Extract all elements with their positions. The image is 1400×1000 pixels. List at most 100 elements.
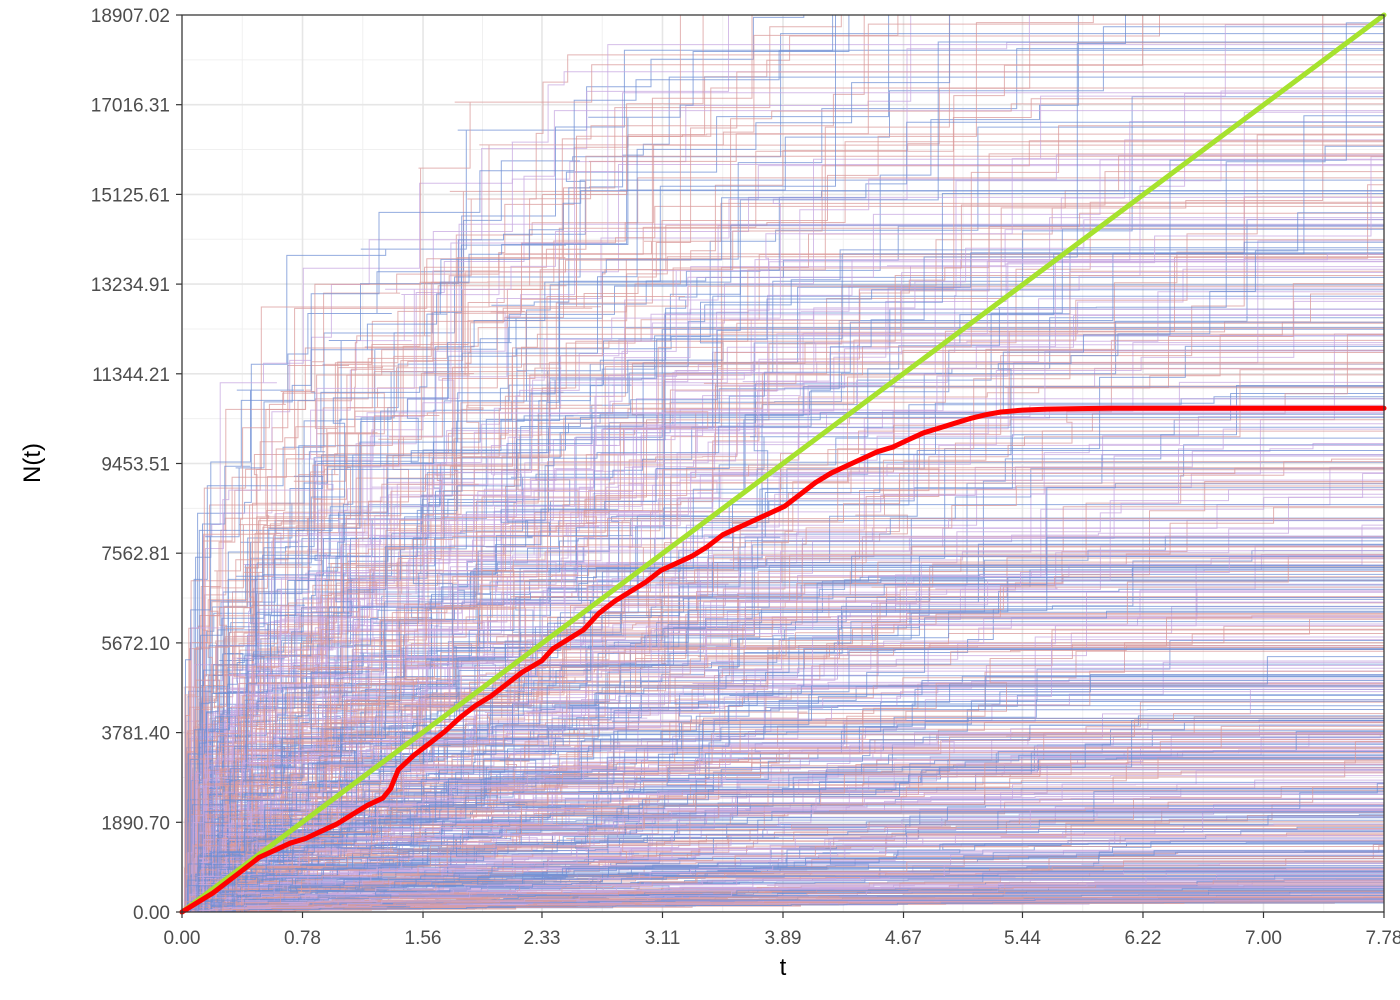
- background-path: [182, 901, 1384, 913]
- y-tick-label: 11344.21: [92, 365, 170, 386]
- background-path: [182, 898, 1384, 913]
- background-path: [182, 121, 1384, 913]
- background-path: [182, 252, 1384, 913]
- background-path: [182, 179, 1384, 913]
- background-path: [182, 412, 1384, 913]
- background-path: [182, 190, 1384, 913]
- y-tick-label: 1890.70: [101, 813, 170, 834]
- background-path: [182, 41, 1384, 913]
- y-tick-label: 5672.10: [101, 634, 170, 655]
- background-path: [182, 193, 1384, 913]
- background-path: [182, 886, 1384, 913]
- background-path: [182, 14, 1384, 913]
- y-tick-label: 13234.91: [91, 275, 170, 296]
- background-path: [182, 685, 1384, 913]
- background-path: [182, 14, 1384, 913]
- background-path: [182, 884, 1384, 913]
- background-path: [182, 259, 1384, 913]
- background-path: [182, 591, 1384, 913]
- background-path: [182, 308, 1384, 913]
- background-path: [182, 782, 1384, 913]
- background-path: [182, 805, 1384, 913]
- background-path: [182, 797, 1384, 913]
- background-path: [182, 33, 1384, 913]
- background-path: [182, 601, 1384, 913]
- background-path: [182, 333, 1384, 913]
- background-path: [182, 14, 1384, 913]
- x-axis: 0.00 0.78 1.56 2.33 3.11 3.89 4.67 5.44 6.22 7.00…: [164, 912, 1400, 949]
- background-path: [182, 648, 1384, 913]
- background-path: [182, 386, 1384, 913]
- background-path: [182, 14, 1384, 913]
- background-path: [182, 24, 1384, 913]
- y-tick-label: 3781.40: [101, 724, 170, 745]
- background-path: [182, 14, 1384, 913]
- background-path: [182, 556, 1384, 913]
- x-tick-label: 5.44: [1004, 928, 1041, 949]
- background-path: [182, 14, 1384, 913]
- background-path: [182, 260, 1384, 913]
- y-axis: 0.00 1890.70 3781.40 5672.10 7562.81 9453.51 1…: [91, 6, 182, 924]
- background-path: [182, 14, 1384, 913]
- background-path: [182, 831, 1384, 913]
- background-path: [182, 256, 1384, 913]
- x-tick-label: 6.22: [1124, 928, 1161, 949]
- background-path: [182, 861, 1384, 913]
- background-path: [182, 317, 1384, 913]
- y-tick-label: 9453.51: [101, 455, 170, 476]
- background-path: [182, 158, 1384, 913]
- background-path: [182, 64, 1384, 913]
- x-tick-label: 7.78: [1366, 928, 1400, 949]
- background-path: [182, 751, 1384, 913]
- background-path: [182, 154, 1384, 913]
- background-path: [182, 786, 1384, 913]
- y-tick-label: 15125.61: [91, 185, 170, 206]
- background-path: [182, 212, 1384, 913]
- series-line: [179, 12, 1387, 915]
- background-path: [182, 416, 1384, 913]
- background-path: [182, 90, 1384, 913]
- y-tick-label: 18907.02: [91, 6, 170, 27]
- background-path: [182, 308, 1384, 913]
- background-path: [182, 842, 1384, 913]
- background-path: [182, 196, 1384, 913]
- background-path: [182, 225, 1384, 913]
- background-path: [182, 725, 1384, 913]
- background-path: [182, 14, 1384, 913]
- background-path: [182, 567, 1384, 913]
- x-axis-title: t: [780, 954, 787, 981]
- background-path: [182, 87, 1384, 913]
- background-path: [182, 253, 1384, 913]
- background-path: [182, 467, 1384, 913]
- background-path: [182, 681, 1384, 913]
- background-path: [182, 805, 1384, 913]
- background-path: [182, 618, 1384, 913]
- background-path: [182, 576, 1384, 913]
- background-path: [182, 224, 1384, 913]
- background-path: [182, 26, 1384, 913]
- background-path: [182, 423, 1384, 913]
- x-tick-label: 1.56: [405, 928, 442, 949]
- x-tick-label: 2.33: [523, 928, 560, 949]
- x-tick-label: 4.67: [885, 928, 922, 949]
- x-tick-label: 3.89: [765, 928, 802, 949]
- background-path: [182, 741, 1384, 913]
- background-path: [182, 715, 1384, 913]
- background-path: [182, 724, 1384, 913]
- background-path: [182, 349, 1384, 913]
- background-path: [182, 540, 1384, 913]
- background-path: [182, 14, 1384, 913]
- background-path: [182, 14, 1384, 913]
- y-axis-title: N(t): [19, 443, 46, 483]
- background-path: [182, 228, 1384, 913]
- background-path: [182, 722, 1384, 913]
- background-path: [182, 555, 1384, 913]
- series-group: [179, 12, 1387, 915]
- background-path: [182, 676, 1384, 913]
- x-tick-label: 3.11: [645, 928, 681, 949]
- background-paths: [182, 14, 1384, 913]
- background-path: [182, 667, 1384, 913]
- background-path: [182, 71, 1384, 913]
- background-path: [182, 649, 1384, 913]
